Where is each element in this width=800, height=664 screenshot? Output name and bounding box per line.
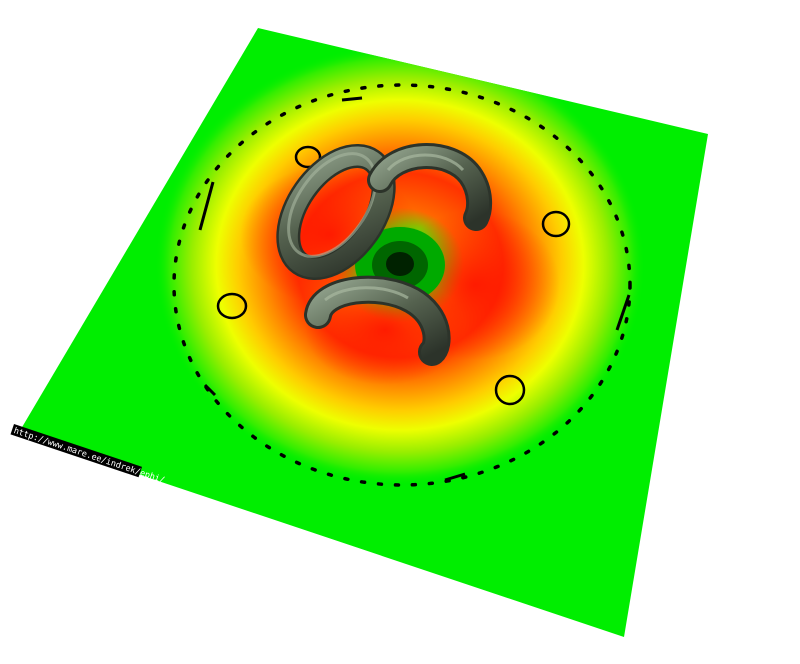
ring-segment: [444, 472, 466, 482]
ring-segment: [203, 383, 217, 397]
marker-circle: [494, 374, 526, 406]
torus-ring: [276, 143, 396, 281]
marker-circle: [541, 210, 571, 238]
ring-segment: [198, 181, 215, 231]
field-center: [386, 252, 414, 276]
marker-circle: [216, 292, 248, 320]
torus-arc-upper: [367, 143, 493, 231]
dotted-ring: [172, 83, 632, 487]
ring-segment: [615, 294, 631, 331]
ring-segment: [341, 96, 363, 102]
marker-circle: [294, 145, 322, 169]
torus-arc-lower: [304, 275, 451, 366]
